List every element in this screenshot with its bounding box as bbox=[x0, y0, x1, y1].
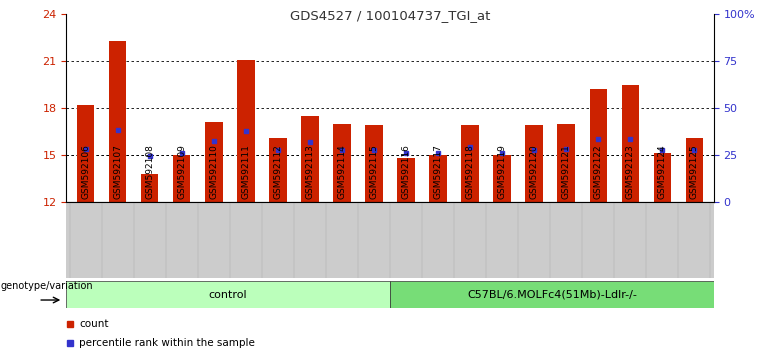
Bar bbox=[429, 155, 447, 202]
Bar bbox=[397, 158, 415, 202]
Bar bbox=[558, 124, 575, 202]
Bar bbox=[365, 125, 383, 202]
Bar bbox=[590, 89, 607, 202]
Bar bbox=[173, 155, 190, 202]
Bar bbox=[76, 105, 94, 202]
Text: GDS4527 / 100104737_TGI_at: GDS4527 / 100104737_TGI_at bbox=[290, 9, 490, 22]
Text: genotype/variation: genotype/variation bbox=[1, 281, 94, 291]
Bar bbox=[461, 125, 479, 202]
Bar bbox=[526, 125, 543, 202]
Text: count: count bbox=[80, 319, 108, 329]
Bar bbox=[622, 85, 639, 202]
Bar bbox=[205, 122, 222, 202]
Bar bbox=[66, 281, 390, 308]
Bar bbox=[141, 174, 158, 202]
Bar bbox=[301, 116, 319, 202]
Bar bbox=[390, 281, 714, 308]
Bar bbox=[333, 124, 351, 202]
Bar bbox=[494, 155, 511, 202]
Text: C57BL/6.MOLFc4(51Mb)-Ldlr-/-: C57BL/6.MOLFc4(51Mb)-Ldlr-/- bbox=[467, 290, 636, 300]
Text: control: control bbox=[209, 290, 247, 300]
Bar bbox=[269, 138, 286, 202]
Bar bbox=[654, 153, 672, 202]
Bar bbox=[108, 41, 126, 202]
Bar bbox=[686, 138, 704, 202]
Text: percentile rank within the sample: percentile rank within the sample bbox=[80, 338, 255, 348]
Bar bbox=[237, 59, 254, 202]
